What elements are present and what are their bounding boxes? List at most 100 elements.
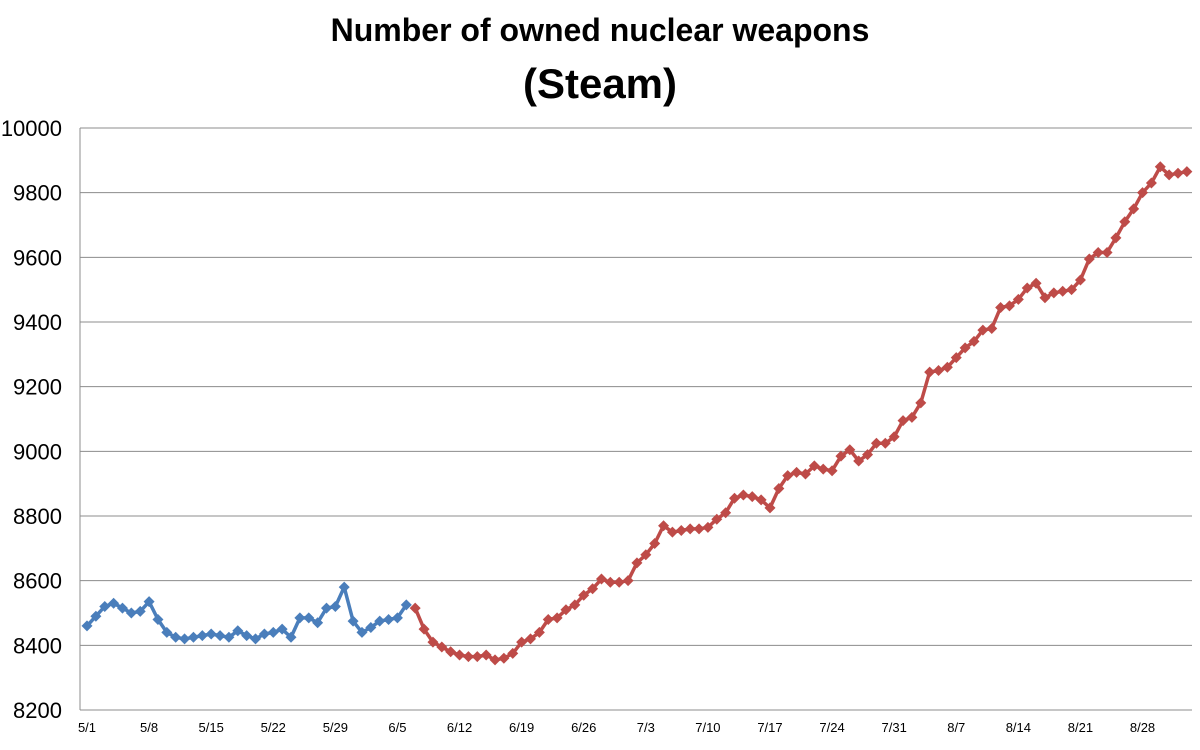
data-point	[1110, 232, 1122, 244]
x-tick-label: 7/17	[757, 720, 782, 735]
data-point	[462, 651, 474, 663]
data-point	[161, 626, 173, 638]
x-tick-label: 8/21	[1068, 720, 1093, 735]
data-point	[1092, 246, 1104, 258]
data-point	[303, 612, 315, 624]
data-point	[764, 502, 776, 514]
data-point	[853, 455, 865, 467]
data-point	[1003, 300, 1015, 312]
data-point	[214, 630, 226, 642]
x-tick-label: 7/24	[819, 720, 844, 735]
data-point	[90, 610, 102, 622]
data-point	[693, 523, 705, 535]
x-tick-label: 5/29	[323, 720, 348, 735]
x-tick-label: 5/1	[78, 720, 96, 735]
data-point	[223, 631, 235, 643]
data-point	[551, 612, 563, 624]
data-point	[418, 623, 430, 635]
data-point	[507, 647, 519, 659]
data-point	[1128, 203, 1140, 215]
data-point	[1163, 169, 1175, 181]
data-point	[1119, 216, 1131, 228]
x-tick-label: 7/10	[695, 720, 720, 735]
series-line-2	[413, 165, 1188, 662]
series-layer	[81, 161, 1193, 666]
data-point	[933, 365, 945, 376]
data-point	[1145, 177, 1157, 189]
data-point	[108, 597, 120, 609]
x-tick-label: 5/8	[140, 720, 158, 735]
data-point	[604, 576, 616, 588]
data-point	[658, 520, 670, 532]
data-point	[436, 641, 448, 653]
data-point	[445, 646, 457, 658]
axes	[79, 128, 1192, 711]
data-point	[143, 596, 155, 608]
data-point	[329, 601, 341, 613]
data-point	[640, 549, 652, 561]
x-tick-label: 7/3	[637, 720, 655, 735]
data-point	[906, 411, 918, 423]
data-point	[320, 602, 332, 614]
data-point	[782, 470, 794, 482]
data-point	[179, 633, 191, 645]
data-point	[471, 651, 483, 663]
data-point	[684, 523, 696, 535]
data-point	[1074, 274, 1086, 286]
data-point	[250, 633, 262, 645]
data-point	[675, 525, 687, 537]
data-point	[1039, 292, 1051, 304]
data-point	[995, 301, 1007, 313]
data-point	[711, 513, 723, 525]
data-point	[205, 628, 217, 640]
data-point	[125, 607, 137, 619]
data-point	[915, 397, 927, 409]
data-point	[968, 335, 980, 347]
data-point	[338, 581, 350, 593]
y-tick-label: 9000	[13, 439, 62, 464]
data-point	[232, 625, 244, 637]
data-point	[409, 602, 421, 614]
data-point	[799, 468, 811, 480]
x-tick-label: 6/26	[571, 720, 596, 735]
data-point	[888, 431, 900, 443]
data-point	[595, 573, 607, 585]
data-point	[862, 449, 874, 461]
data-point	[542, 613, 554, 625]
data-point	[516, 636, 528, 648]
data-point	[1181, 166, 1193, 178]
data-point	[986, 322, 998, 334]
data-point	[941, 361, 953, 373]
data-point	[347, 615, 359, 627]
data-point	[1137, 187, 1149, 199]
data-point	[99, 601, 111, 613]
data-point	[808, 460, 820, 472]
data-point	[702, 521, 714, 533]
data-point	[356, 626, 368, 638]
x-tick-label: 7/31	[882, 720, 907, 735]
y-tick-label: 8800	[13, 504, 62, 529]
x-tick-label: 5/22	[261, 720, 286, 735]
data-point	[791, 466, 803, 478]
data-point	[729, 492, 741, 504]
data-point	[959, 342, 971, 354]
x-tick-label: 6/19	[509, 720, 534, 735]
data-point	[587, 583, 599, 595]
data-point	[480, 649, 492, 661]
data-point	[977, 324, 989, 336]
data-point	[897, 415, 909, 427]
data-point	[285, 631, 297, 643]
gridlines	[80, 127, 1192, 711]
data-point	[737, 489, 749, 501]
data-point	[817, 463, 829, 475]
chart-subtitle: (Steam)	[522, 60, 678, 107]
data-point	[391, 612, 403, 624]
data-point	[454, 649, 466, 661]
data-point	[241, 630, 253, 642]
data-point	[276, 623, 288, 635]
data-point	[374, 615, 386, 627]
data-point	[294, 612, 306, 624]
data-point	[383, 613, 395, 625]
data-point	[267, 626, 279, 638]
